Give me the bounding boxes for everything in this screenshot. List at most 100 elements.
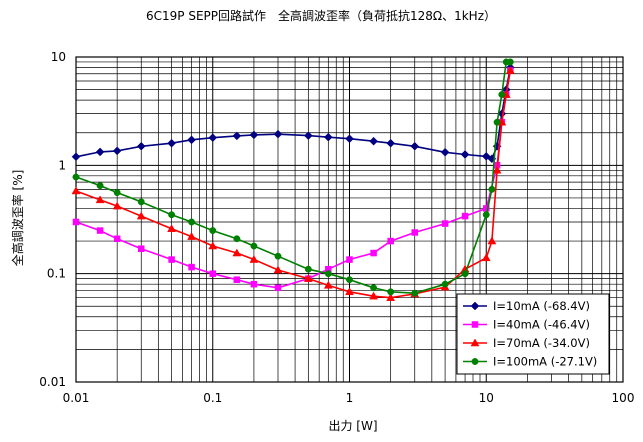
data-point-diamond [136, 141, 146, 151]
data-point-square [209, 270, 216, 277]
data-point-diamond [112, 146, 122, 156]
y-axis-label: 全高調波歪率 [%] [10, 170, 25, 267]
data-point-diamond [303, 131, 313, 140]
data-point-circle [250, 242, 258, 250]
data-point-circle [137, 198, 145, 206]
data-point-triangle [71, 186, 81, 195]
data-point-diamond [187, 135, 196, 145]
data-point-square [411, 229, 418, 236]
data-point-circle [209, 227, 217, 235]
data-point-triangle [136, 211, 146, 220]
series-line [75, 61, 511, 295]
data-point-circle [461, 270, 469, 278]
data-point-circle [441, 280, 449, 288]
data-point-circle [387, 288, 395, 296]
data-point-circle [96, 182, 104, 190]
data-point-circle [488, 185, 496, 193]
chart-title: 6C19P SEPP回路試作 全高調波歪率（負荷抵抗128Ω、1kHz） [146, 8, 496, 23]
data-point-triangle [323, 280, 333, 289]
data-point-circle [370, 284, 378, 292]
data-point-circle [482, 211, 490, 219]
data-point-diamond [470, 301, 480, 311]
data-point-triangle [95, 195, 105, 204]
data-point-triangle [273, 265, 283, 274]
data-point-triangle [303, 274, 313, 282]
data-point-diamond [249, 130, 259, 140]
series-4 [72, 58, 514, 297]
data-point-triangle [187, 232, 196, 240]
data-point-triangle [492, 165, 502, 174]
y-tick-label: 0.01 [39, 375, 66, 389]
legend-item: I=100mA (-27.1V) [463, 355, 597, 369]
y-tick-label: 10 [51, 50, 66, 64]
data-point-square [370, 249, 377, 257]
data-point-square [96, 227, 104, 234]
data-point-circle [324, 270, 332, 278]
x-tick-label: 10 [479, 391, 494, 405]
data-point-diamond [386, 138, 396, 148]
y-axis-ticks: 0.01 0.1 1 10 [39, 50, 66, 389]
data-point-square [387, 237, 394, 245]
data-point-triangle [249, 255, 259, 263]
data-point-square [113, 235, 121, 243]
x-axis-ticks: 0.01 0.1 1 10 100 [63, 391, 635, 405]
data-point-triangle [345, 287, 354, 296]
data-point-diamond [440, 147, 450, 157]
data-point-circle [113, 189, 121, 197]
data-point-diamond [95, 147, 105, 157]
data-point-triangle [208, 241, 218, 250]
data-point-diamond [208, 133, 218, 143]
x-tick-label: 100 [612, 391, 635, 405]
data-point-circle [168, 211, 176, 219]
data-point-diamond [460, 150, 470, 159]
data-point-diamond [410, 141, 420, 151]
data-point-diamond [232, 131, 242, 141]
data-point-diamond [345, 134, 354, 144]
data-point-square [137, 245, 145, 252]
series-group [71, 58, 515, 301]
data-point-circle [498, 91, 506, 99]
x-axis-label: 出力 [W] [328, 419, 377, 433]
data-point-square [188, 263, 195, 271]
data-point-triangle [167, 224, 177, 232]
data-point-square [461, 212, 469, 220]
data-point-diamond [273, 129, 283, 139]
data-point-circle [188, 218, 196, 226]
data-point-triangle [487, 236, 497, 245]
series-3 [71, 66, 515, 301]
data-point-triangle [112, 201, 122, 210]
data-point-circle [506, 58, 514, 66]
data-point-square [346, 256, 353, 263]
legend-label: I=70mA (-34.0V) [493, 336, 590, 350]
data-point-square [441, 220, 449, 227]
y-tick-label: 1 [58, 158, 66, 172]
data-point-diamond [323, 132, 333, 142]
series-1 [71, 63, 515, 164]
data-point-diamond [71, 152, 81, 162]
legend: I=10mA (-68.4V) I=40mA (-46.4V) I=70mA (-3… [456, 293, 610, 375]
series-2 [72, 67, 514, 292]
data-point-triangle [505, 66, 515, 74]
data-point-square [233, 276, 241, 283]
data-point-square [168, 256, 175, 263]
legend-label: I=100mA (-27.1V) [493, 355, 597, 369]
data-point-square [72, 218, 80, 226]
data-point-triangle [369, 291, 379, 300]
data-point-circle [471, 358, 479, 365]
legend-item: I=10mA (-68.4V) [463, 299, 590, 313]
data-point-triangle [481, 253, 491, 262]
data-point-square [274, 284, 282, 292]
data-point-circle [274, 252, 282, 260]
data-point-triangle [386, 293, 396, 301]
legend-label: I=10mA (-68.4V) [493, 299, 590, 313]
legend-item: I=70mA (-34.0V) [463, 336, 590, 350]
data-point-circle [72, 173, 80, 181]
data-point-circle [304, 265, 312, 273]
data-point-circle [346, 276, 353, 284]
data-point-square [471, 321, 479, 328]
legend-item: I=40mA (-46.4V) [463, 318, 590, 332]
data-point-circle [493, 118, 501, 126]
x-tick-label: 0.01 [63, 391, 90, 405]
data-point-diamond [167, 138, 176, 148]
